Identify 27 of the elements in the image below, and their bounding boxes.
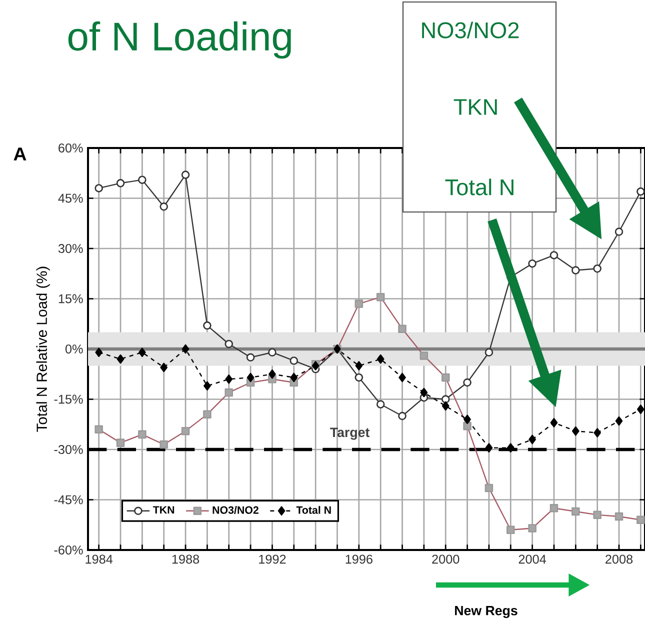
y-tick-label: -45% bbox=[54, 495, 83, 504]
y-axis-title: Total N Relative Load (%) bbox=[36, 266, 50, 432]
x-tick-label: 2008 bbox=[606, 554, 633, 564]
legend-label: TKN bbox=[152, 506, 174, 514]
text: NO3/NO2 bbox=[422, 22, 519, 38]
legend-label: NO3/NO2 bbox=[212, 506, 258, 514]
y-tick-label: 60% bbox=[58, 144, 83, 152]
x-tick-label: 1996 bbox=[346, 554, 372, 564]
y-tick-label: -60% bbox=[54, 546, 83, 554]
text: A bbox=[14, 148, 26, 160]
x-tick-label: 2000 bbox=[432, 554, 460, 564]
y-tick-label: 15% bbox=[58, 294, 83, 304]
y-tick-label: 45% bbox=[58, 194, 83, 203]
y-tick-label: -15% bbox=[54, 394, 83, 404]
x-tick-label: 1988 bbox=[172, 554, 200, 564]
ref-line-label: Target bbox=[330, 428, 370, 440]
legend-label: Total N bbox=[296, 506, 331, 514]
text: New Regs bbox=[455, 606, 518, 618]
chart-title: of N Loading bbox=[68, 21, 291, 59]
y-tick-label: 30% bbox=[58, 244, 83, 253]
annotation: Total N bbox=[445, 178, 514, 196]
x-tick-label: 1984 bbox=[86, 554, 113, 564]
text: TKN bbox=[454, 99, 497, 115]
y-tick-label: -30% bbox=[54, 445, 83, 454]
x-tick-label: 1992 bbox=[259, 554, 286, 564]
x-tick-label: 2004 bbox=[518, 554, 546, 564]
y-tick-label: 0% bbox=[65, 344, 83, 354]
